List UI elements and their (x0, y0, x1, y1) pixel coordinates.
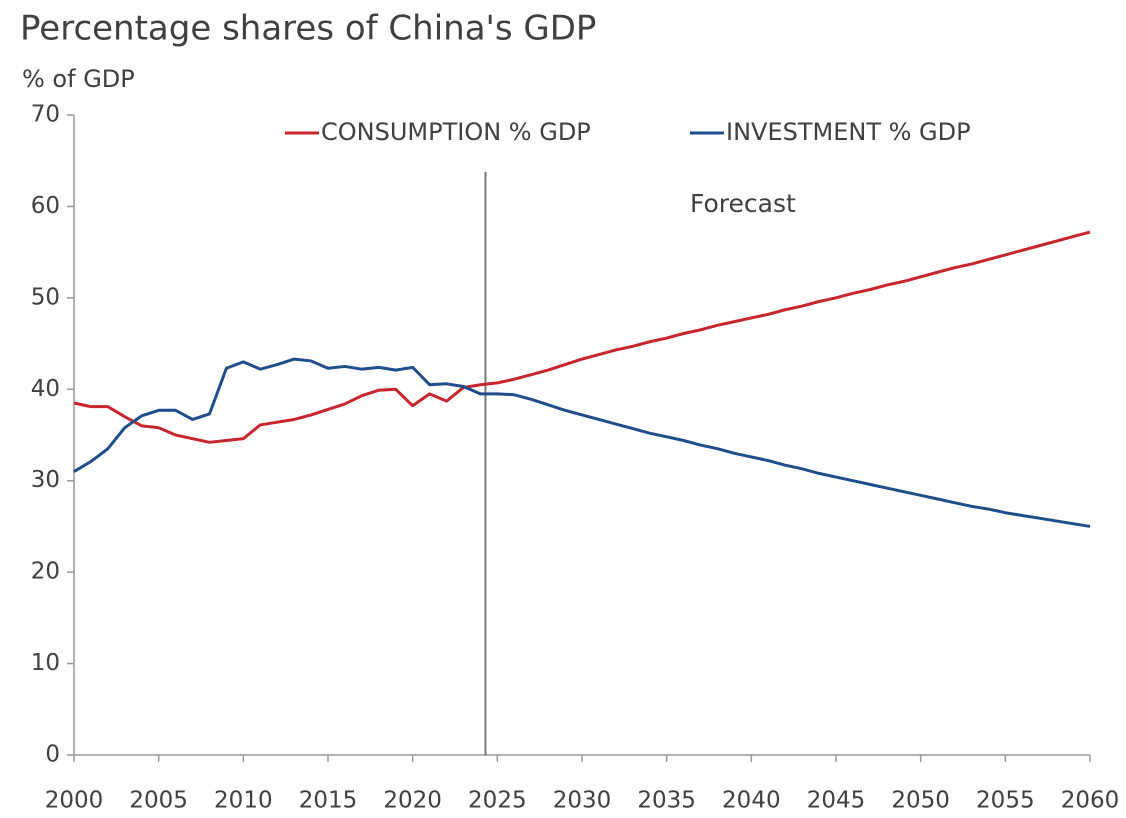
x-tick-label: 2005 (129, 788, 188, 814)
y-axis-label: % of GDP (22, 65, 135, 93)
x-tick-label: 2025 (468, 788, 527, 814)
series-line (73, 357, 1091, 528)
x-tick-label: 2055 (976, 788, 1035, 814)
annotation: Forecast (690, 189, 796, 218)
x-tick-label: 2010 (214, 788, 273, 814)
x-tick-label: 2015 (299, 788, 358, 814)
x-tick-label: 2040 (722, 788, 781, 814)
series-line (73, 230, 1091, 444)
chart-title: Percentage shares of China's GDP (20, 9, 596, 49)
x-tick-label: 2045 (807, 788, 866, 814)
y-tick-label: 10 (31, 650, 60, 676)
y-tick-label: 60 (31, 193, 60, 219)
legend-label: CONSUMPTION % GDP (321, 118, 591, 146)
x-tick-label: 2035 (637, 788, 696, 814)
x-tick-label: 2060 (1061, 788, 1120, 814)
y-tick-label: 30 (31, 467, 60, 493)
y-tick-label: 70 (31, 102, 60, 128)
y-tick-label: 40 (31, 376, 60, 402)
x-tick-label: 2030 (553, 788, 612, 814)
y-tick-label: 20 (31, 559, 60, 585)
x-tick-label: 2050 (891, 788, 950, 814)
y-tick-label: 0 (45, 742, 60, 768)
legend-label: INVESTMENT % GDP (726, 118, 971, 146)
x-tick-label: 2020 (383, 788, 442, 814)
x-tick-label: 2000 (45, 788, 104, 814)
y-tick-label: 50 (31, 284, 60, 310)
